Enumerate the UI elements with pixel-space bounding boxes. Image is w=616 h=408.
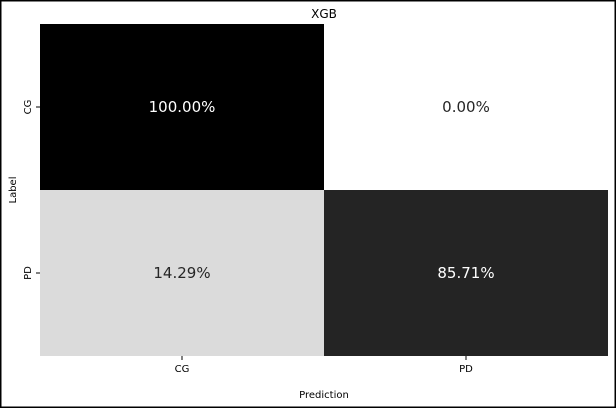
x-axis-label: Prediction [299,390,349,401]
y-tick-label: PD [23,266,34,280]
chart-title: XGB [311,7,337,21]
x-tick-label: PD [459,364,473,375]
heatmap-cell-pd-cg [40,190,324,356]
heatmap-cells: 100.00% 0.00% 14.29% 85.71% [40,24,608,356]
x-axis-ticks: CG PD [175,356,473,375]
heatmap-cell-cg-cg [40,24,324,190]
x-tick-label: CG [175,364,190,375]
cell-value-label: 14.29% [153,264,210,282]
y-axis-ticks: CG PD [23,100,40,280]
cell-value-label: 85.71% [437,264,494,282]
cell-value-label: 0.00% [442,98,490,116]
y-tick-label: CG [23,100,34,115]
cell-value-label: 100.00% [149,98,216,116]
y-axis-label: Label [8,177,19,204]
heatmap-cell-pd-pd [324,190,608,356]
heatmap-cell-cg-pd [324,24,608,190]
